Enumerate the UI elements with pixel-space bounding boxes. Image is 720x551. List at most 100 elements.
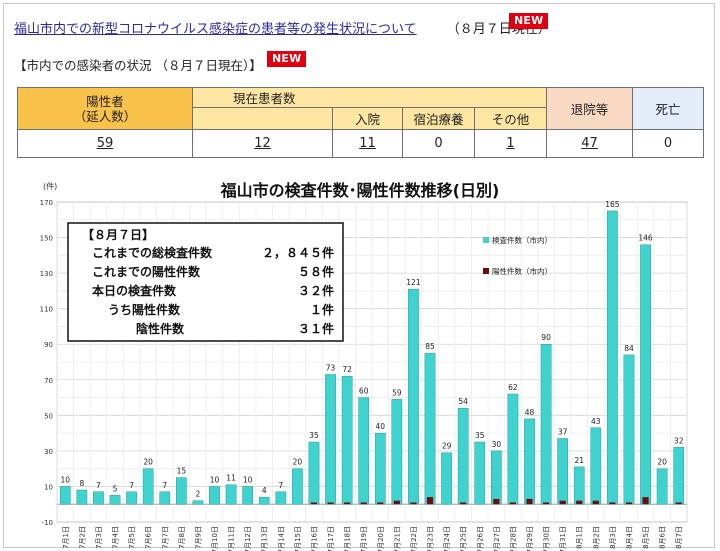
y-tick-label: 110 — [40, 306, 53, 314]
tests-data-label: 121 — [406, 278, 421, 287]
x-tick-label: 8月3日 — [609, 526, 617, 549]
tests-bar — [93, 491, 104, 505]
positives-bar — [576, 500, 583, 505]
x-tick-label: 7月7日 — [161, 526, 169, 549]
discharged-link[interactable]: 47 — [581, 136, 598, 151]
tests-data-label: 32 — [674, 436, 684, 445]
cell-deaths: 0 — [632, 129, 705, 158]
tests-data-label: 54 — [458, 397, 468, 406]
y-tick-label: 10 — [44, 483, 53, 491]
tests-bar — [540, 344, 552, 505]
tests-data-label: 21 — [574, 456, 584, 465]
tests-data-label: 7 — [278, 481, 283, 490]
y-tick-label: 50 — [44, 412, 53, 420]
cell-lodging: 0 — [402, 129, 475, 158]
positives-bar — [642, 497, 649, 505]
positives-bar — [377, 502, 384, 505]
header-hospitalized: 入院 — [332, 107, 403, 130]
y-tick-label: 70 — [44, 377, 53, 385]
x-tick-label: 8月4日 — [625, 526, 633, 549]
tests-data-label: 60 — [359, 387, 369, 396]
summary-heading: 【８月７日】 — [82, 227, 154, 242]
x-tick-label: 7月21日 — [393, 526, 401, 551]
tests-bar — [142, 468, 154, 505]
x-tick-label: 7月2日 — [78, 526, 86, 549]
current-patients-link[interactable]: 12 — [254, 136, 271, 151]
tests-bar — [607, 210, 618, 505]
cell-positives[interactable]: 59 — [17, 129, 193, 158]
axis-ticks: -10 10 30 50 70 90 110 130 150 170 7月1日 7月2日 7月3日 7月4… — [40, 199, 684, 551]
tests-data-label: 11 — [226, 474, 236, 483]
tests-bar — [176, 477, 187, 505]
legend-swatch-positives — [483, 268, 489, 274]
tests-data-label: 20 — [293, 458, 303, 467]
x-tick-label: 7月5日 — [128, 526, 136, 549]
tests-bar — [441, 452, 452, 505]
positives-bar — [493, 498, 500, 505]
positives-bar — [559, 500, 566, 505]
x-tick-label: 8月6日 — [659, 526, 667, 549]
summary-label-today-tests: 本日の検査件数 — [92, 283, 177, 298]
tests-data-label: 30 — [492, 440, 502, 449]
cell-hospitalized[interactable]: 11 — [332, 129, 403, 158]
positives-bar — [460, 502, 467, 505]
data-labels: 10 8 7 5 7 20 7 15 2 10 11 10 4 7 20 35 73 72 60 40 59 121 85 2… — [61, 200, 684, 499]
positives-link[interactable]: 59 — [96, 136, 114, 151]
new-badge-headline: NEW — [509, 13, 549, 29]
summary-value-today-positives: １件 — [310, 302, 334, 317]
tests-bar — [590, 427, 602, 505]
cell-discharged[interactable]: 47 — [546, 129, 634, 158]
tests-data-label: 20 — [143, 458, 153, 467]
x-tick-label: 7月15日 — [294, 526, 302, 551]
tests-data-label: 8 — [79, 479, 84, 488]
x-tick-label: 7月17日 — [327, 526, 335, 551]
report-link[interactable]: 福山市内での新型コロナウイルス感染症の患者等の発生状況について — [14, 22, 417, 37]
x-tick-label: 7月26日 — [476, 526, 484, 551]
tests-bar — [258, 496, 270, 505]
tests-bar — [275, 491, 287, 505]
tests-data-label: 7 — [162, 481, 167, 490]
hospitalized-link[interactable]: 11 — [359, 136, 376, 151]
other-link[interactable]: 1 — [506, 136, 515, 151]
tests-bar — [524, 418, 535, 505]
summary-label-total-tests: これまでの総検査件数 — [92, 245, 213, 260]
tests-bar — [109, 495, 121, 505]
summary-value-total-tests: ２，８４５件 — [262, 245, 334, 260]
positives-bar — [360, 502, 367, 505]
y-tick-label: 30 — [44, 448, 53, 456]
tests-data-label: 90 — [541, 333, 551, 342]
tests-bar — [76, 489, 88, 505]
header-positives-line2: （延人数） — [73, 108, 137, 124]
grid-lines — [56, 201, 688, 523]
x-tick-label: 7月16日 — [310, 526, 318, 551]
header-deaths: 死亡 — [632, 87, 705, 130]
x-tick-label: 7月18日 — [344, 526, 352, 551]
summary-label-negatives: 陰性件数 — [136, 321, 185, 336]
new-badge-section: NEW — [267, 51, 307, 67]
summary-value-total-positives: ５８件 — [298, 264, 334, 279]
tests-bar — [358, 397, 370, 505]
cell-current-patients[interactable]: 12 — [192, 129, 333, 158]
tests-data-label: 5 — [113, 484, 118, 493]
x-tick-label: 7月13日 — [261, 526, 269, 551]
x-tick-label: 7月9日 — [194, 526, 202, 549]
x-tick-label: 7月25日 — [460, 526, 468, 551]
tests-bar — [640, 244, 651, 505]
tests-data-label: 73 — [326, 363, 336, 372]
header-other: その他 — [473, 107, 548, 130]
chart-legend: 検査件数（市内） 陽性件数（市内） — [483, 235, 552, 276]
tests-bar — [623, 354, 635, 505]
tests-bar — [126, 491, 137, 505]
tests-data-label: 2 — [196, 490, 201, 499]
tests-bar — [457, 408, 469, 505]
tests-bar — [242, 486, 253, 505]
cell-other[interactable]: 1 — [473, 129, 548, 158]
header-current-blank — [192, 107, 333, 130]
legend-label-positives: 陽性件数（市内） — [492, 266, 552, 276]
summary-value-today-tests: ３２件 — [298, 283, 334, 298]
y-tick-label: -10 — [42, 519, 53, 527]
x-tick-label: 8月2日 — [592, 526, 600, 549]
tests-data-label: 40 — [376, 422, 386, 431]
tests-data-label: 85 — [425, 342, 435, 351]
